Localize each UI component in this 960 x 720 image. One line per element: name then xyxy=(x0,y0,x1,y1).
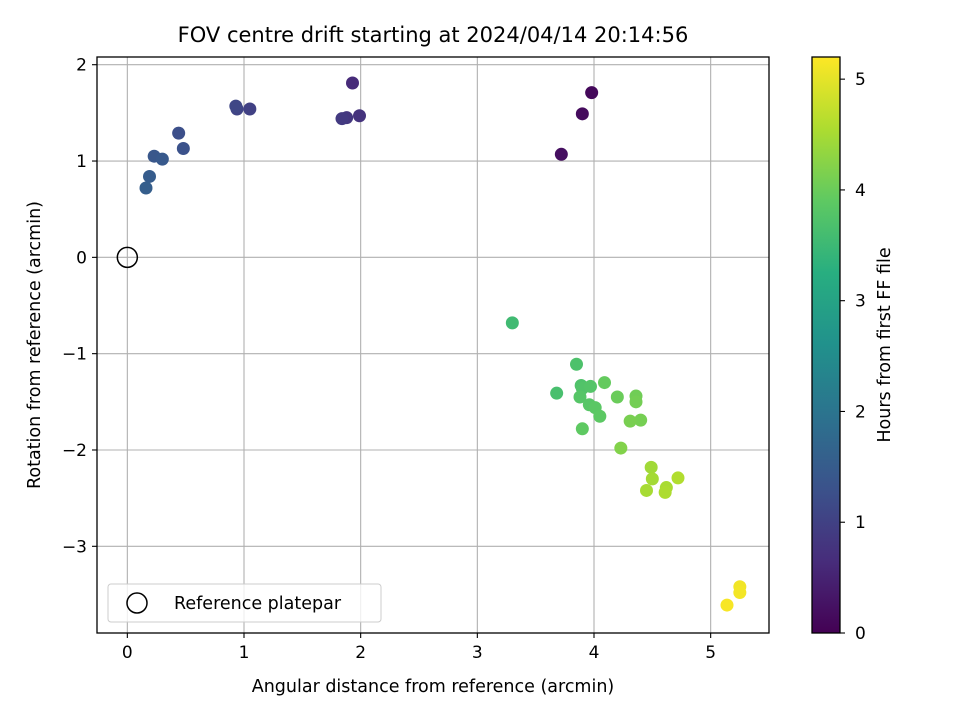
data-point xyxy=(671,471,685,485)
colorbar-tick-label: 1 xyxy=(855,513,866,533)
colorbar: 0 1 2 3 4 5 Hours from first FF file xyxy=(811,56,895,644)
y-tick-label: −2 xyxy=(62,441,87,461)
y-axis-ticks: 2 1 0 −1 −2 −3 xyxy=(62,56,97,557)
y-tick-label: 1 xyxy=(76,152,87,172)
data-point xyxy=(614,441,628,455)
legend-box xyxy=(107,583,382,623)
data-point xyxy=(550,386,564,400)
x-axis-label: Angular distance from reference (arcmin) xyxy=(252,677,615,697)
data-point xyxy=(733,586,747,600)
colorbar-frame xyxy=(811,56,841,634)
data-point xyxy=(629,395,643,409)
data-point xyxy=(644,460,658,474)
legend-open-circle-icon xyxy=(126,592,148,614)
y-tick-label: 0 xyxy=(76,248,87,268)
data-point xyxy=(505,316,519,330)
data-point xyxy=(584,379,597,393)
colorbar-tick-label: 0 xyxy=(855,624,866,644)
data-point xyxy=(634,413,648,427)
data-point xyxy=(346,76,359,90)
x-tick-label: 2 xyxy=(355,643,366,663)
data-point xyxy=(176,142,190,156)
y-axis-label: Rotation from reference (arcmin) xyxy=(25,201,45,489)
plot-background xyxy=(97,57,769,633)
data-point xyxy=(335,112,349,126)
x-tick-label: 5 xyxy=(705,643,716,663)
legend-entry-label: Reference platepar xyxy=(174,594,342,614)
data-point xyxy=(623,414,637,428)
data-point xyxy=(229,99,243,113)
reference-point xyxy=(116,246,139,269)
colorbar-tick-label: 3 xyxy=(855,292,866,312)
data-point xyxy=(640,483,653,497)
data-point xyxy=(554,147,568,161)
data-point xyxy=(575,107,589,121)
data-point xyxy=(570,357,583,371)
data-point xyxy=(610,390,624,404)
data-point xyxy=(598,376,611,390)
x-axis-ticks: 0 1 2 3 4 5 xyxy=(122,633,716,663)
data-point xyxy=(593,409,607,423)
y-tick-label: 2 xyxy=(76,56,87,76)
data-point xyxy=(143,169,156,183)
data-point xyxy=(575,422,589,436)
x-tick-label: 3 xyxy=(472,643,483,663)
x-tick-label: 1 xyxy=(239,643,250,663)
colorbar-tick-label: 4 xyxy=(855,181,866,201)
colorbar-ticks: 0 1 2 3 4 5 xyxy=(840,70,866,644)
colorbar-gradient xyxy=(812,57,840,633)
data-point xyxy=(139,181,153,195)
data-point xyxy=(243,102,257,116)
grid-lines xyxy=(97,57,769,633)
y-tick-label: −3 xyxy=(62,537,87,557)
data-point xyxy=(585,86,599,100)
x-tick-label: 0 xyxy=(122,643,133,663)
plot-area xyxy=(96,56,770,634)
data-point xyxy=(172,126,186,140)
data-point xyxy=(720,598,734,612)
colorbar-label: Hours from first FF file xyxy=(875,247,895,442)
chart-title: FOV centre drift starting at 2024/04/14 … xyxy=(178,23,689,47)
data-points xyxy=(139,76,747,612)
x-tick-label: 4 xyxy=(589,643,600,663)
colorbar-tick-label: 5 xyxy=(855,70,866,90)
colorbar-tick-label: 2 xyxy=(855,402,866,422)
plot-frame xyxy=(96,56,770,634)
legend: Reference platepar xyxy=(107,583,382,623)
data-point xyxy=(155,152,169,166)
y-tick-label: −1 xyxy=(62,345,87,365)
data-point xyxy=(353,109,366,123)
reference-marker xyxy=(116,246,139,269)
data-point xyxy=(658,485,672,499)
data-point xyxy=(573,390,587,404)
data-point xyxy=(645,472,659,486)
